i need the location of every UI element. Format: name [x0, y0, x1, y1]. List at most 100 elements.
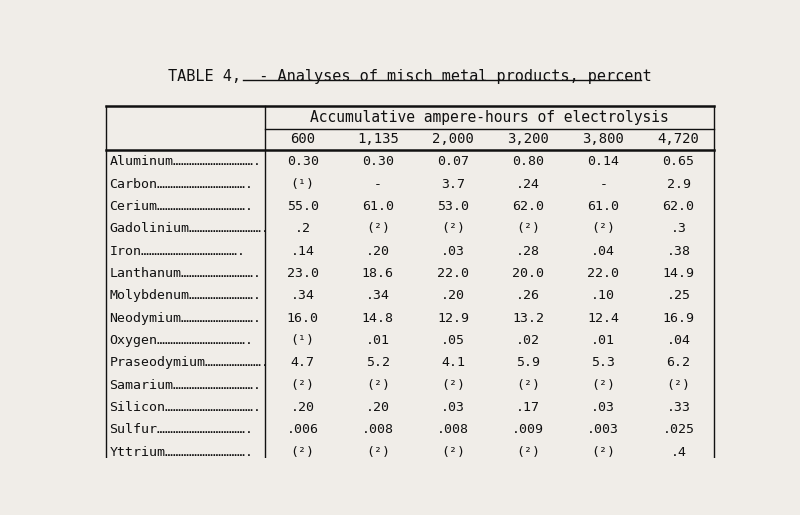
Text: (²): (²)	[441, 445, 465, 459]
Text: (²): (²)	[441, 222, 465, 235]
Text: -: -	[599, 178, 607, 191]
Text: .02: .02	[516, 334, 540, 347]
Text: Praseodymium………………….: Praseodymium………………….	[110, 356, 270, 369]
Text: 22.0: 22.0	[587, 267, 619, 280]
Text: (¹): (¹)	[290, 334, 314, 347]
Text: (²): (²)	[516, 379, 540, 392]
Text: .20: .20	[366, 401, 390, 414]
Text: .03: .03	[441, 401, 465, 414]
Text: .20: .20	[366, 245, 390, 258]
Text: 55.0: 55.0	[286, 200, 318, 213]
Text: 600: 600	[290, 132, 315, 146]
Text: .006: .006	[286, 423, 318, 436]
Text: 0.30: 0.30	[286, 156, 318, 168]
Text: 1,135: 1,135	[357, 132, 398, 146]
Text: .008: .008	[437, 423, 469, 436]
Text: Oxygen…………………………….: Oxygen…………………………….	[110, 334, 254, 347]
Text: Cerium…………………………….: Cerium…………………………….	[110, 200, 254, 213]
Text: .34: .34	[290, 289, 314, 302]
Text: .25: .25	[666, 289, 690, 302]
Text: .003: .003	[587, 423, 619, 436]
Text: Lanthanum……………………….: Lanthanum……………………….	[110, 267, 262, 280]
Text: .009: .009	[512, 423, 544, 436]
Text: (²): (²)	[591, 222, 615, 235]
Text: Molybdenum…………………….: Molybdenum…………………….	[110, 289, 262, 302]
Text: .24: .24	[516, 178, 540, 191]
Text: .04: .04	[591, 245, 615, 258]
Text: 5.9: 5.9	[516, 356, 540, 369]
Text: .03: .03	[591, 401, 615, 414]
Text: 6.2: 6.2	[666, 356, 690, 369]
Text: (²): (²)	[591, 379, 615, 392]
Text: (²): (²)	[441, 379, 465, 392]
Text: 14.9: 14.9	[662, 267, 694, 280]
Text: .28: .28	[516, 245, 540, 258]
Text: Gadolinium……………………….: Gadolinium……………………….	[110, 222, 270, 235]
Text: .10: .10	[591, 289, 615, 302]
Text: 61.0: 61.0	[362, 200, 394, 213]
Text: 0.80: 0.80	[512, 156, 544, 168]
Text: (¹): (¹)	[290, 178, 314, 191]
Text: 5.2: 5.2	[366, 356, 390, 369]
Text: 61.0: 61.0	[587, 200, 619, 213]
Text: 3,200: 3,200	[507, 132, 549, 146]
Text: .38: .38	[666, 245, 690, 258]
Text: 4.7: 4.7	[290, 356, 314, 369]
Text: .34: .34	[366, 289, 390, 302]
Text: .4: .4	[670, 445, 686, 459]
Text: .14: .14	[290, 245, 314, 258]
Text: (²): (²)	[290, 379, 314, 392]
Text: 3,800: 3,800	[582, 132, 624, 146]
Text: 18.6: 18.6	[362, 267, 394, 280]
Text: -: -	[374, 178, 382, 191]
Text: 3.7: 3.7	[441, 178, 465, 191]
Text: .025: .025	[662, 423, 694, 436]
Text: (²): (²)	[516, 445, 540, 459]
Text: 13.2: 13.2	[512, 312, 544, 324]
Text: .20: .20	[290, 401, 314, 414]
Text: (²): (²)	[366, 379, 390, 392]
Text: .008: .008	[362, 423, 394, 436]
Text: (²): (²)	[366, 445, 390, 459]
Text: 0.07: 0.07	[437, 156, 469, 168]
Text: .2: .2	[294, 222, 310, 235]
Text: (²): (²)	[516, 222, 540, 235]
Text: 4,720: 4,720	[658, 132, 699, 146]
Text: .05: .05	[441, 334, 465, 347]
Text: 62.0: 62.0	[662, 200, 694, 213]
Text: (²): (²)	[666, 379, 690, 392]
Text: Neodymium……………………….: Neodymium……………………….	[110, 312, 262, 324]
Text: (²): (²)	[366, 222, 390, 235]
Text: .17: .17	[516, 401, 540, 414]
Text: 12.4: 12.4	[587, 312, 619, 324]
Text: (²): (²)	[290, 445, 314, 459]
Text: .03: .03	[441, 245, 465, 258]
Text: TABLE 4,  - Analyses of misch metal products, percent: TABLE 4, - Analyses of misch metal produ…	[168, 70, 652, 84]
Text: .20: .20	[441, 289, 465, 302]
Text: .04: .04	[666, 334, 690, 347]
Text: Accumulative ampere-hours of electrolysis: Accumulative ampere-hours of electrolysi…	[310, 110, 669, 125]
Text: .01: .01	[366, 334, 390, 347]
Text: 23.0: 23.0	[286, 267, 318, 280]
Text: Aluminum………………………….: Aluminum………………………….	[110, 156, 262, 168]
Text: Carbon…………………………….: Carbon…………………………….	[110, 178, 254, 191]
Text: (²): (²)	[591, 445, 615, 459]
Text: 4.1: 4.1	[441, 356, 465, 369]
Text: 16.0: 16.0	[286, 312, 318, 324]
Text: .3: .3	[670, 222, 686, 235]
Text: 16.9: 16.9	[662, 312, 694, 324]
Text: 2.9: 2.9	[666, 178, 690, 191]
Text: 0.65: 0.65	[662, 156, 694, 168]
Text: 2,000: 2,000	[432, 132, 474, 146]
Text: .33: .33	[666, 401, 690, 414]
Text: 0.30: 0.30	[362, 156, 394, 168]
Text: 20.0: 20.0	[512, 267, 544, 280]
Text: Samarium………………………….: Samarium………………………….	[110, 379, 262, 392]
Text: .01: .01	[591, 334, 615, 347]
Text: Yttrium………………………….: Yttrium………………………….	[110, 445, 254, 459]
Text: Iron……………………………….: Iron……………………………….	[110, 245, 246, 258]
Text: Sulfur…………………………….: Sulfur…………………………….	[110, 423, 254, 436]
Text: 0.14: 0.14	[587, 156, 619, 168]
Text: 5.3: 5.3	[591, 356, 615, 369]
Text: .26: .26	[516, 289, 540, 302]
